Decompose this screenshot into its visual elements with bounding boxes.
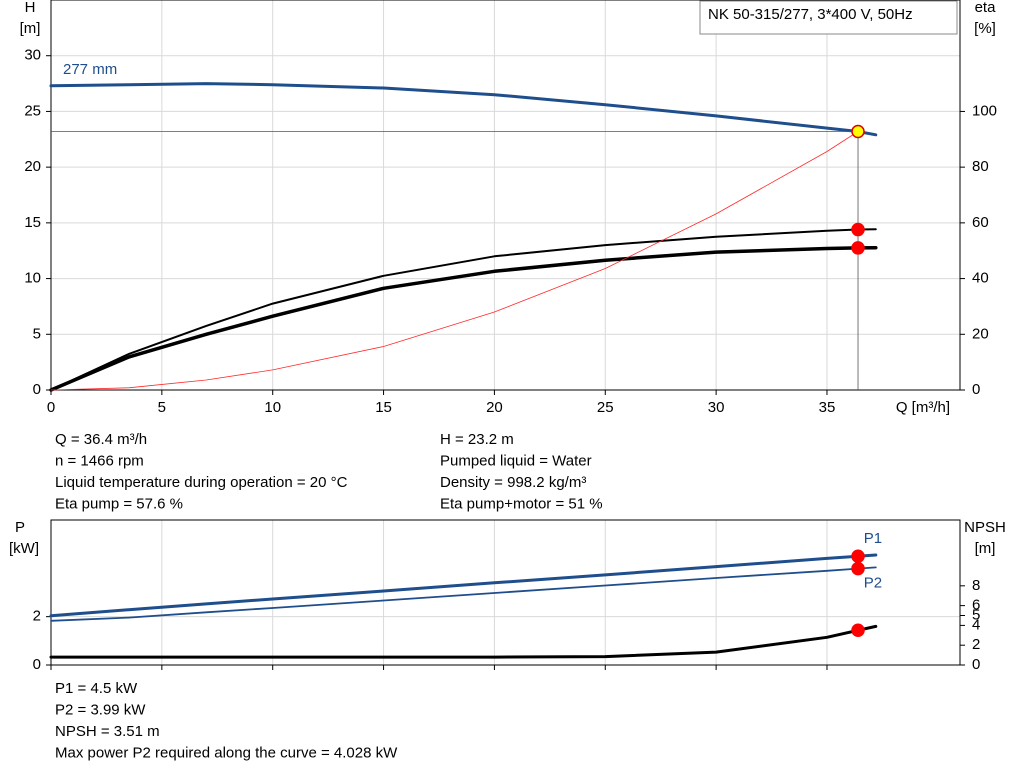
x-tick-label: 25 xyxy=(597,399,614,416)
info-text: H = 23.2 m xyxy=(440,431,514,448)
operating-point xyxy=(851,623,865,638)
plot-frame xyxy=(50,0,961,391)
y-axis-label: H xyxy=(25,0,36,16)
y-tick-label: 5 xyxy=(33,325,41,342)
operating-point xyxy=(851,222,865,237)
y-tick-label: 30 xyxy=(24,47,41,64)
y2-tick-label: 0 xyxy=(972,381,980,398)
y-tick-label: 0 xyxy=(33,656,41,673)
curve xyxy=(49,624,878,659)
info-text: n = 1466 rpm xyxy=(55,452,144,469)
y2-tick-label: 6 xyxy=(972,597,980,614)
info-text: P1 = 4.5 kW xyxy=(55,680,138,697)
y2-tick-label: 40 xyxy=(972,270,989,287)
info-text: Liquid temperature during operation = 20… xyxy=(55,474,348,491)
y-tick-label: 20 xyxy=(24,158,41,175)
x-tick-label: 10 xyxy=(264,399,281,416)
y2-tick-label: 100 xyxy=(972,102,997,119)
y-tick-label: 2 xyxy=(33,608,41,625)
plot-frame xyxy=(50,519,961,666)
info-text: Density = 998.2 kg/m³ xyxy=(440,474,586,491)
x-tick-label: 5 xyxy=(158,399,166,416)
y-tick-label: 15 xyxy=(24,214,41,231)
y2-tick-label: 2 xyxy=(972,636,980,653)
x-axis-label: Q [m³/h] xyxy=(896,399,950,416)
curve xyxy=(50,566,877,622)
y-axis-unit: [kW] xyxy=(9,540,39,557)
y2-tick-label: 4 xyxy=(972,616,980,633)
curve xyxy=(50,228,877,391)
operating-point xyxy=(851,241,865,255)
title-box xyxy=(699,0,958,35)
y-axis-unit: [m] xyxy=(20,20,41,37)
info-text: P2 = 3.99 kW xyxy=(55,701,146,718)
y-tick-label: 0 xyxy=(33,381,41,398)
operating-point xyxy=(851,549,865,563)
y2-tick-label: 5 xyxy=(972,606,980,623)
y2-tick-label: 0 xyxy=(972,656,980,673)
curve xyxy=(50,131,859,391)
info-text: Q = 36.4 m³/h xyxy=(55,431,147,448)
x-tick-label: 20 xyxy=(486,399,503,416)
curve xyxy=(49,245,878,392)
y2-axis-unit: [%] xyxy=(974,20,996,37)
y-tick-label: 25 xyxy=(24,102,41,119)
y2-axis-label: eta xyxy=(975,0,997,16)
x-tick-label: 30 xyxy=(708,399,725,416)
chart-title: NK 50-315/277, 3*400 V, 50Hz xyxy=(708,6,913,23)
info-text: Eta pump+motor = 51 % xyxy=(440,495,603,512)
x-tick-label: 35 xyxy=(819,399,836,416)
y2-tick-label: 60 xyxy=(972,214,989,231)
series-label: P1 xyxy=(864,530,882,547)
series-label: P2 xyxy=(864,574,882,591)
y2-tick-label: 20 xyxy=(972,325,989,342)
y2-tick-label: 80 xyxy=(972,158,989,175)
curve xyxy=(49,553,878,618)
curve xyxy=(49,82,878,137)
operating-point xyxy=(851,561,865,576)
y-axis-label: P xyxy=(15,519,25,536)
y2-tick-label: 8 xyxy=(972,577,980,594)
y2-axis-label: NPSH xyxy=(964,519,1006,536)
info-text: Max power P2 required along the curve = … xyxy=(55,744,398,761)
info-text: Pumped liquid = Water xyxy=(440,452,592,469)
x-tick-label: 15 xyxy=(375,399,392,416)
y2-axis-unit: [m] xyxy=(975,540,996,557)
y-tick-label: 10 xyxy=(24,270,41,287)
x-tick-label: 0 xyxy=(47,399,55,416)
series-label: 277 mm xyxy=(63,61,117,78)
operating-point xyxy=(851,124,865,139)
info-text: NPSH = 3.51 m xyxy=(55,723,160,740)
info-text: Eta pump = 57.6 % xyxy=(55,495,183,512)
